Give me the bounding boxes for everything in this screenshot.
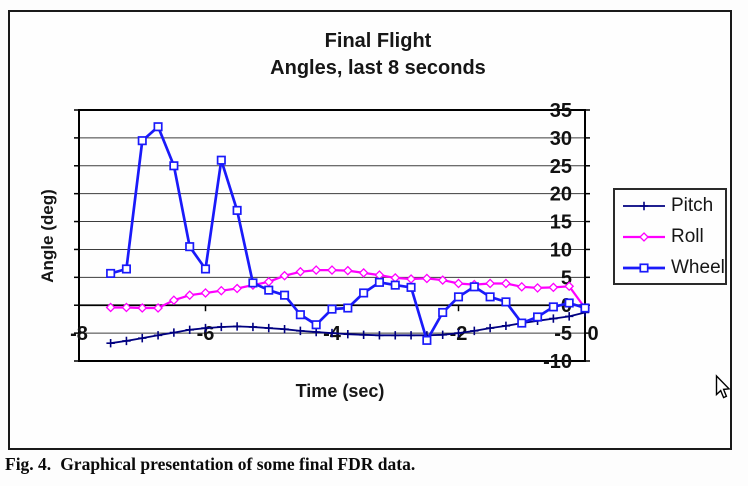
legend-wheel-line-sample-icon bbox=[623, 262, 665, 273]
plot-frame bbox=[78, 109, 586, 362]
plot-area: 35302520151050-5-10-8-6-4-20 bbox=[70, 100, 598, 373]
x-tick-label: -8 bbox=[70, 323, 88, 345]
mouse-cursor-icon bbox=[715, 374, 731, 399]
series-roll bbox=[105, 265, 590, 313]
y-tick-label: 20 bbox=[550, 184, 572, 206]
legend-pitch-line-sample-icon bbox=[623, 201, 665, 210]
figure-caption: Fig. 4. Graphical presentation of some fi… bbox=[5, 454, 745, 475]
legend-roll-line-sample-icon bbox=[623, 231, 665, 242]
legend-pitch-label: Pitch bbox=[671, 194, 714, 216]
y-tick-label: 35 bbox=[550, 100, 572, 122]
y-tick-label: -10 bbox=[543, 351, 572, 373]
legend-roll-label: Roll bbox=[671, 225, 704, 247]
legend-item-roll: Roll bbox=[622, 226, 725, 248]
y-tick-label: 5 bbox=[561, 267, 572, 289]
chart-canvas: 35302520151050-5-10-8-6-4-20 bbox=[70, 100, 598, 373]
legend: Pitch Roll Wheel bbox=[613, 188, 727, 285]
series-wheel bbox=[106, 122, 590, 345]
y-axis-title: Angle (deg) bbox=[38, 189, 57, 283]
x-tick-label: 0 bbox=[587, 323, 598, 345]
legend-item-wheel: Wheel bbox=[622, 257, 725, 279]
figure-caption-text: Graphical presentation of some final FDR… bbox=[60, 454, 416, 474]
y-tick-label: 30 bbox=[550, 128, 572, 150]
chart-title: Final Flight Angles, last 8 seconds bbox=[128, 28, 628, 82]
y-tick-label: 10 bbox=[550, 239, 572, 261]
figure-frame bbox=[8, 10, 732, 450]
legend-wheel-label: Wheel bbox=[671, 256, 725, 278]
chart-title-line1: Final Flight bbox=[324, 30, 432, 52]
y-tick-label: 15 bbox=[550, 212, 572, 234]
figure-caption-label: Fig. 4. bbox=[5, 454, 52, 474]
y-tick-label: 25 bbox=[550, 156, 572, 178]
y-tick-label: -5 bbox=[554, 323, 572, 345]
legend-item-pitch: Pitch bbox=[622, 195, 725, 217]
series-pitch bbox=[106, 308, 590, 348]
x-axis-title: Time (sec) bbox=[295, 381, 385, 401]
chart-title-line2: Angles, last 8 seconds bbox=[270, 57, 486, 79]
